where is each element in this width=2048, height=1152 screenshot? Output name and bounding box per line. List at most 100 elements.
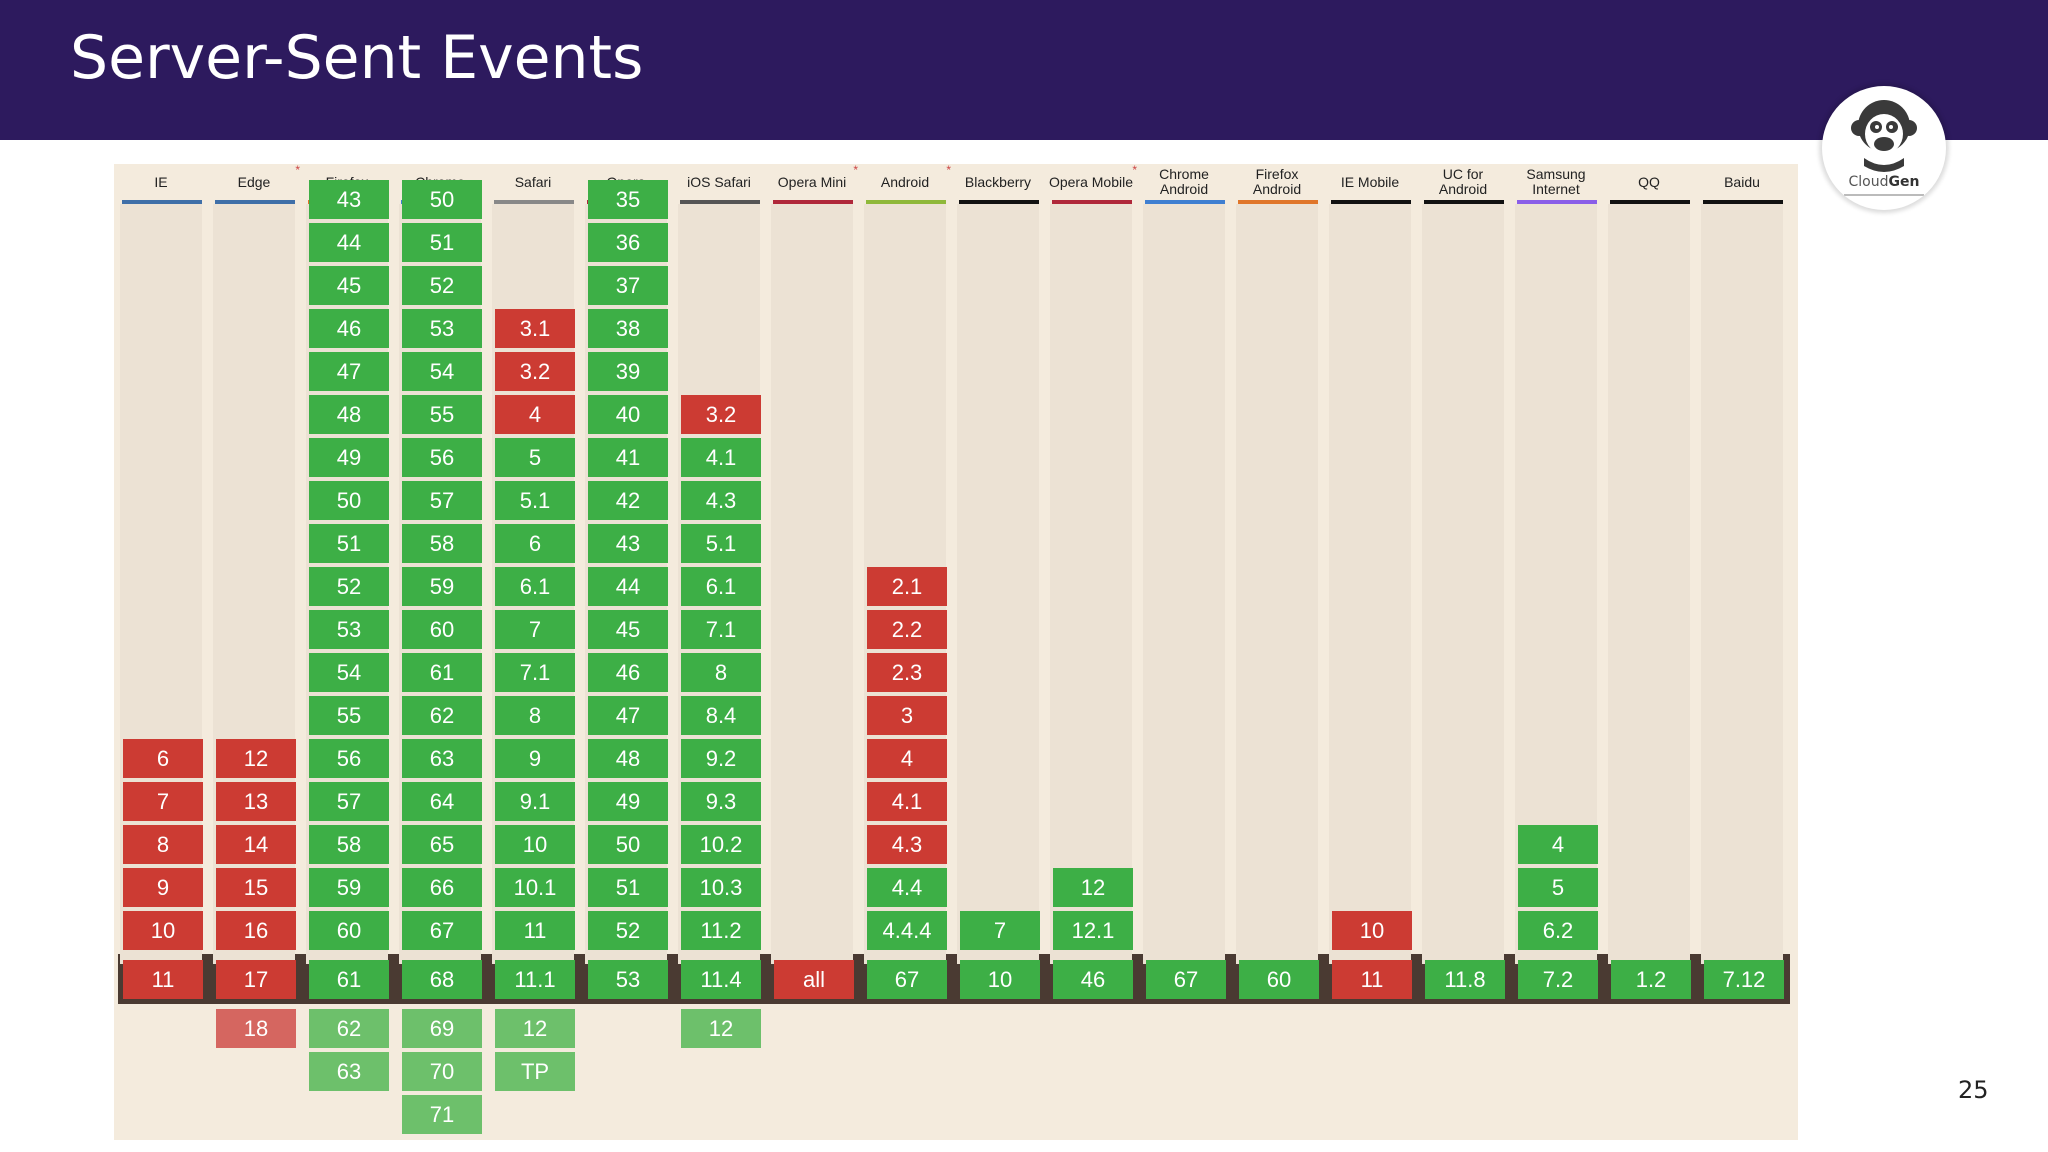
version-cell[interactable]: 69	[402, 1009, 482, 1048]
version-cell[interactable]: 11.8	[1425, 960, 1505, 999]
version-cell[interactable]: 64	[402, 782, 482, 821]
version-cell[interactable]: 11.2	[681, 911, 761, 950]
version-cell[interactable]: 18	[216, 1009, 296, 1048]
version-cell[interactable]: 7.12	[1704, 960, 1784, 999]
version-cell[interactable]: 41	[588, 438, 668, 477]
browser-header[interactable]: Blackberry	[964, 173, 1032, 190]
version-cell[interactable]: 53	[402, 309, 482, 348]
version-cell[interactable]: 52	[402, 266, 482, 305]
version-cell[interactable]: 4	[867, 739, 947, 778]
version-cell[interactable]: 48	[309, 395, 389, 434]
version-cell[interactable]: 67	[402, 911, 482, 950]
version-cell[interactable]: 3.2	[495, 352, 575, 391]
version-cell[interactable]: 4.4.4	[867, 911, 947, 950]
version-cell[interactable]: 68	[402, 960, 482, 999]
browser-header[interactable]: Edge	[237, 173, 271, 190]
browser-header[interactable]: UC for Android	[1438, 166, 1488, 197]
version-cell[interactable]: 9.3	[681, 782, 761, 821]
version-cell[interactable]: 54	[402, 352, 482, 391]
version-cell[interactable]: 37	[588, 266, 668, 305]
version-cell[interactable]: all	[774, 960, 854, 999]
version-cell[interactable]: 46	[588, 653, 668, 692]
version-cell[interactable]: 8	[123, 825, 203, 864]
version-cell[interactable]: 12	[216, 739, 296, 778]
version-cell[interactable]: 2.1	[867, 567, 947, 606]
version-cell[interactable]: 10	[495, 825, 575, 864]
version-cell[interactable]: 46	[1053, 960, 1133, 999]
version-cell[interactable]: 61	[402, 653, 482, 692]
version-cell[interactable]: 4	[495, 395, 575, 434]
version-cell[interactable]: 2.2	[867, 610, 947, 649]
version-cell[interactable]: 6.2	[1518, 911, 1598, 950]
browser-header[interactable]: Opera Mobile	[1048, 173, 1134, 190]
version-cell[interactable]: 47	[588, 696, 668, 735]
version-cell[interactable]: 50	[402, 180, 482, 219]
version-cell[interactable]: 48	[588, 739, 668, 778]
version-cell[interactable]: 46	[309, 309, 389, 348]
version-cell[interactable]: 12	[681, 1009, 761, 1048]
version-cell[interactable]: 11	[1332, 960, 1412, 999]
version-cell[interactable]: 38	[588, 309, 668, 348]
version-cell[interactable]: 49	[588, 782, 668, 821]
version-cell[interactable]: 51	[309, 524, 389, 563]
version-cell[interactable]: 4	[1518, 825, 1598, 864]
version-cell[interactable]: 4.3	[867, 825, 947, 864]
version-cell[interactable]: 6.1	[681, 567, 761, 606]
version-cell[interactable]: 62	[309, 1009, 389, 1048]
version-cell[interactable]: 54	[309, 653, 389, 692]
version-cell[interactable]: 16	[216, 911, 296, 950]
version-cell[interactable]: 55	[309, 696, 389, 735]
browser-header[interactable]: IE Mobile	[1340, 173, 1400, 190]
note-marker[interactable]: *	[1132, 164, 1137, 177]
browser-header[interactable]: iOS Safari	[687, 173, 751, 190]
version-cell[interactable]: 43	[588, 524, 668, 563]
version-cell[interactable]: 58	[309, 825, 389, 864]
version-cell[interactable]: 39	[588, 352, 668, 391]
version-cell[interactable]: 61	[309, 960, 389, 999]
version-cell[interactable]: 6	[123, 739, 203, 778]
version-cell[interactable]: 44	[309, 223, 389, 262]
version-cell[interactable]: 11	[123, 960, 203, 999]
browser-header[interactable]: Samsung Internet	[1526, 166, 1586, 197]
version-cell[interactable]: 40	[588, 395, 668, 434]
browser-header[interactable]: Baidu	[1724, 173, 1760, 190]
version-cell[interactable]: 59	[402, 567, 482, 606]
version-cell[interactable]: 6.1	[495, 567, 575, 606]
version-cell[interactable]: 8.4	[681, 696, 761, 735]
version-cell[interactable]: 60	[402, 610, 482, 649]
note-marker[interactable]: *	[946, 164, 951, 177]
version-cell[interactable]: 13	[216, 782, 296, 821]
version-cell[interactable]: 63	[402, 739, 482, 778]
version-cell[interactable]: 11	[495, 911, 575, 950]
browser-header[interactable]: Chrome Android	[1159, 166, 1209, 197]
version-cell[interactable]: 55	[402, 395, 482, 434]
version-cell[interactable]: 10.1	[495, 868, 575, 907]
version-cell[interactable]: 8	[495, 696, 575, 735]
version-cell[interactable]: 60	[309, 911, 389, 950]
browser-header[interactable]: Firefox Android	[1252, 166, 1302, 197]
version-cell[interactable]: 58	[402, 524, 482, 563]
browser-header[interactable]: Safari	[514, 173, 552, 190]
version-cell[interactable]: 36	[588, 223, 668, 262]
version-cell[interactable]: 14	[216, 825, 296, 864]
version-cell[interactable]: 56	[309, 739, 389, 778]
version-cell[interactable]: 6	[495, 524, 575, 563]
version-cell[interactable]: 12.1	[1053, 911, 1133, 950]
version-cell[interactable]: 8	[681, 653, 761, 692]
version-cell[interactable]: 7.2	[1518, 960, 1598, 999]
version-cell[interactable]: 44	[588, 567, 668, 606]
version-cell[interactable]: 51	[588, 868, 668, 907]
version-cell[interactable]: 12	[1053, 868, 1133, 907]
version-cell[interactable]: 7	[123, 782, 203, 821]
browser-header[interactable]: Android	[880, 173, 930, 190]
version-cell[interactable]: 7.1	[681, 610, 761, 649]
browser-header[interactable]: IE	[154, 173, 168, 190]
version-cell[interactable]: 5	[495, 438, 575, 477]
version-cell[interactable]: 67	[1146, 960, 1226, 999]
version-cell[interactable]: 4.3	[681, 481, 761, 520]
version-cell[interactable]: 53	[588, 960, 668, 999]
browser-header[interactable]: Opera Mini	[777, 173, 847, 190]
version-cell[interactable]: 5.1	[495, 481, 575, 520]
version-cell[interactable]: 47	[309, 352, 389, 391]
version-cell[interactable]: 9	[123, 868, 203, 907]
